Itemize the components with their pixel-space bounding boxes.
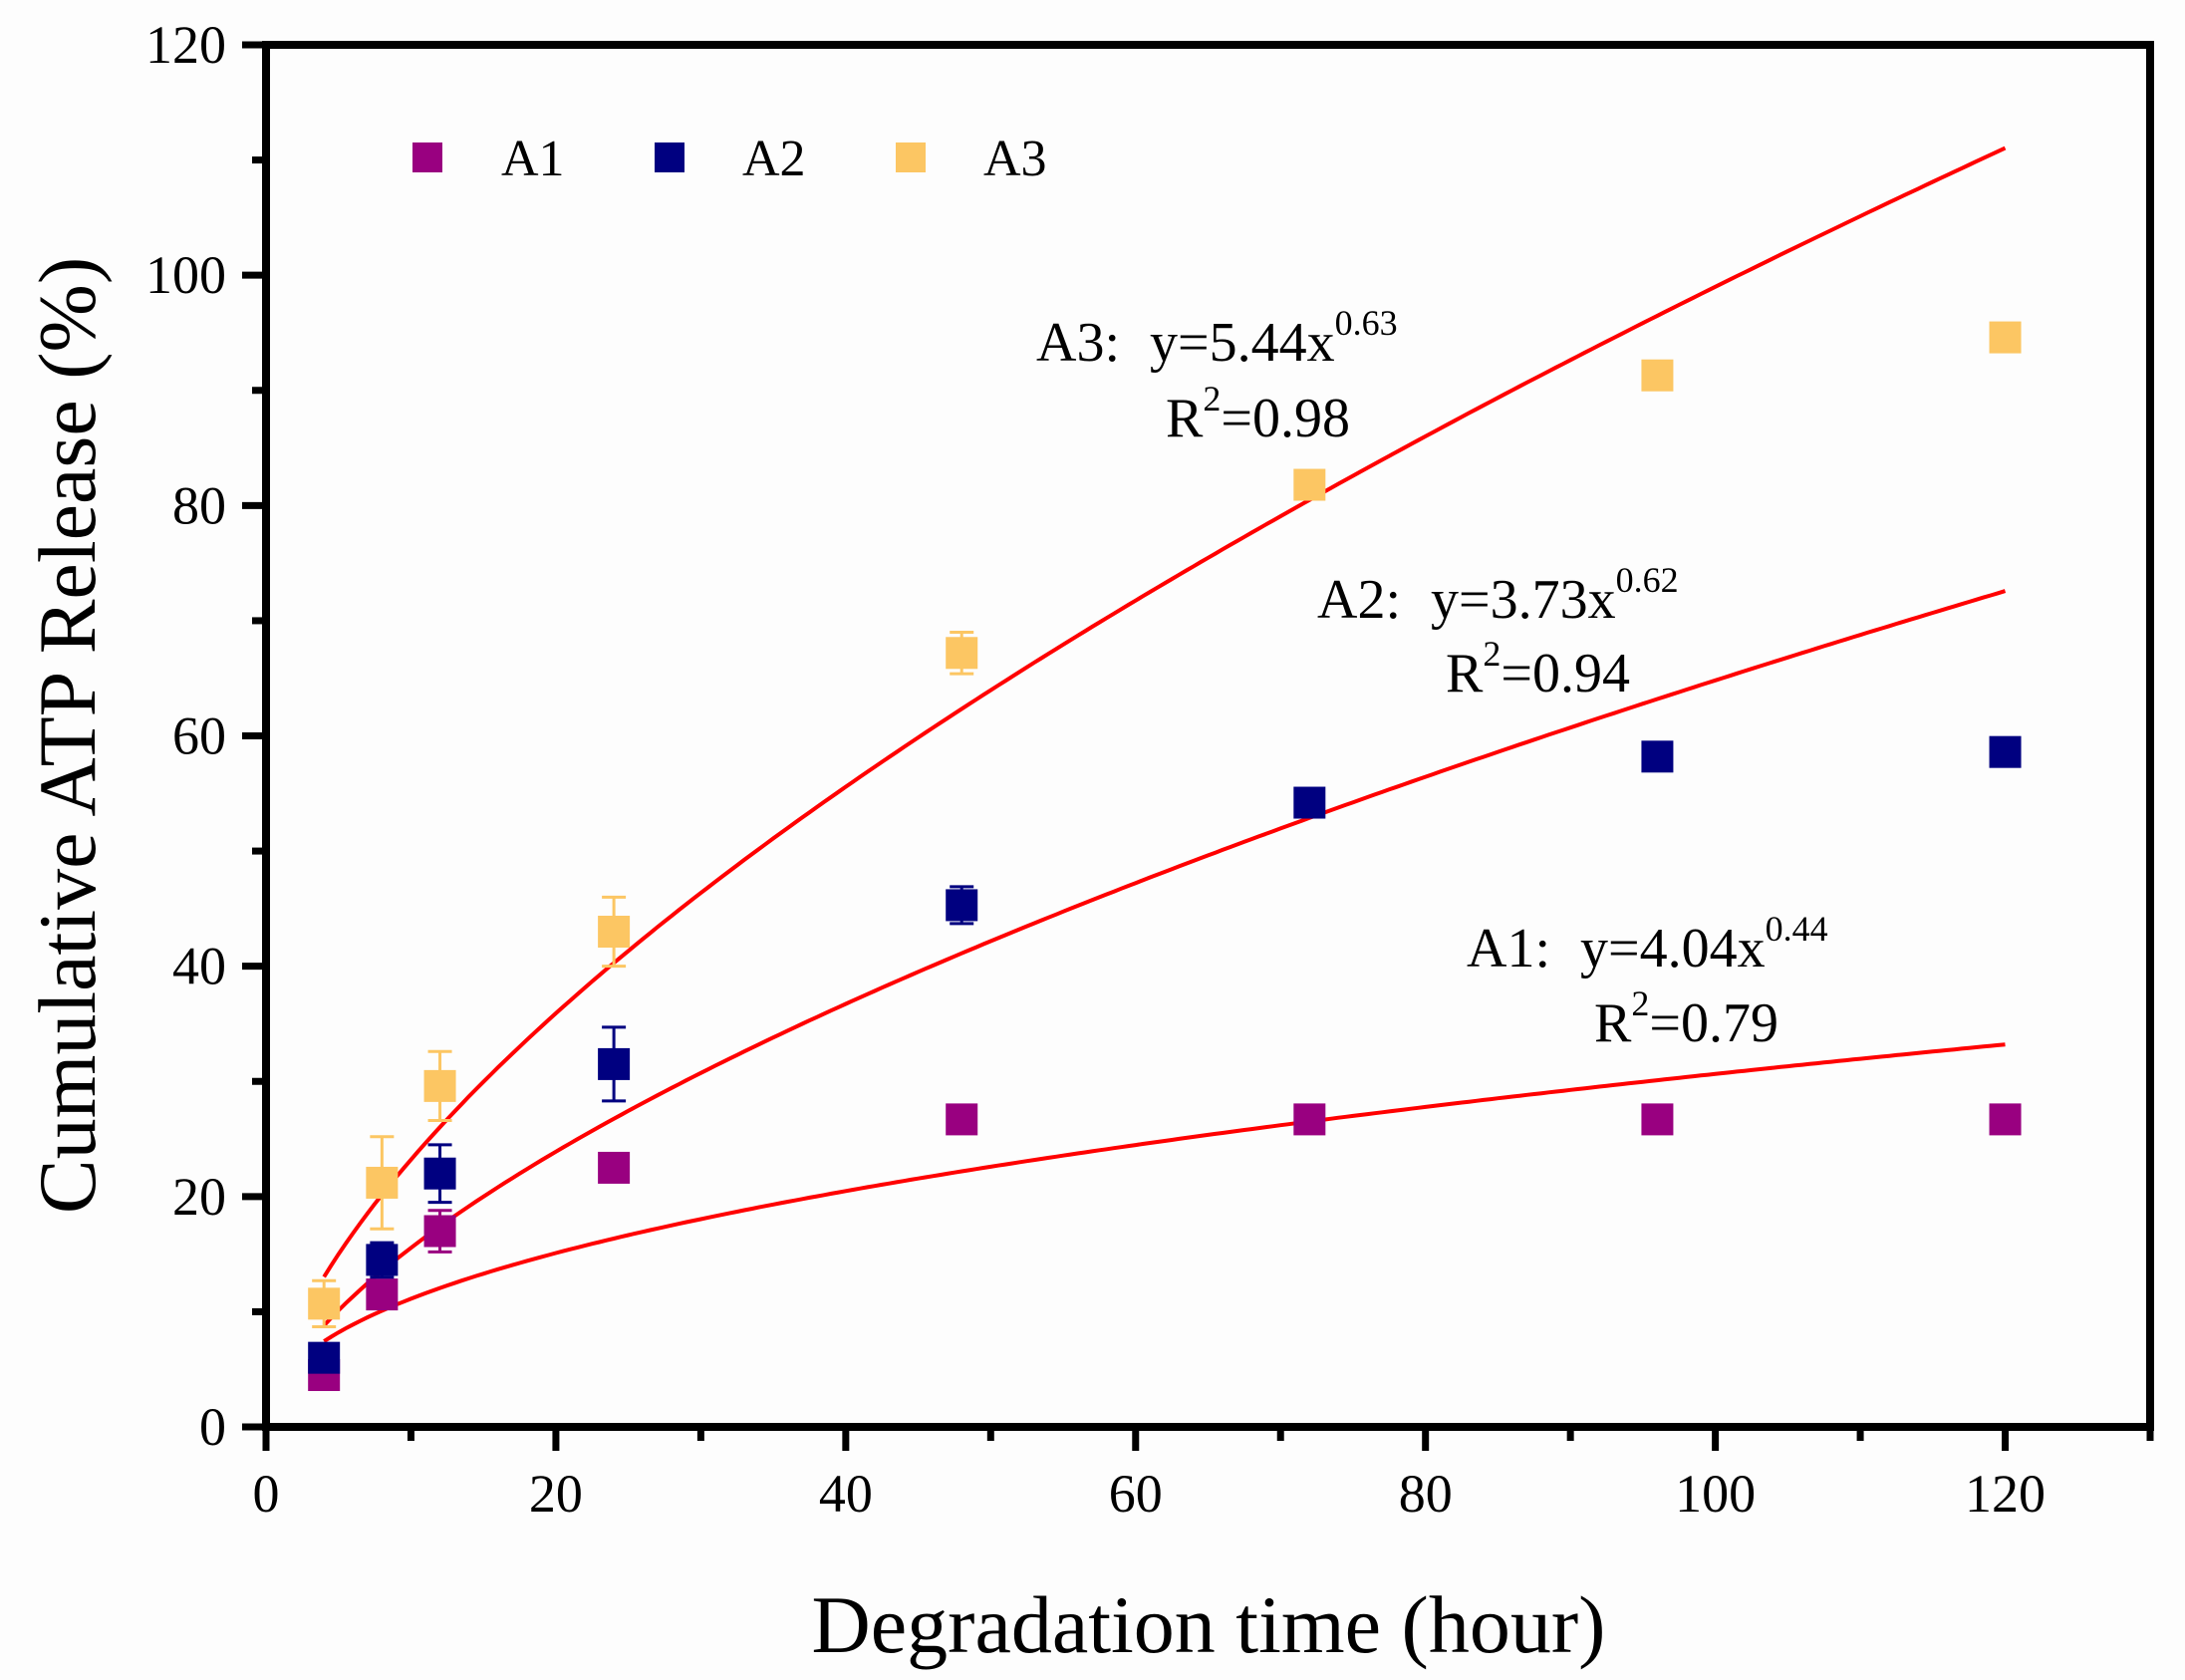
data-point xyxy=(946,637,978,670)
svg-text:R2=0.94: R2=0.94 xyxy=(1446,634,1630,704)
data-point xyxy=(598,1151,631,1184)
data-point xyxy=(598,1047,631,1080)
data-point xyxy=(1989,735,2022,768)
fit-label: A2: xyxy=(1317,569,1401,631)
plot-frame xyxy=(262,41,2154,1431)
svg-text:A1:y=4.04x0.44: A1: y=4.04x0.44 xyxy=(1467,909,1828,980)
y-tick-label: 80 xyxy=(172,475,226,535)
data-points xyxy=(308,321,2022,1391)
fit-exponent: 0.44 xyxy=(1766,909,1828,949)
legend-label-a3: A3 xyxy=(983,131,1047,187)
legend-marker-a1 xyxy=(412,142,442,172)
x-tick-label: 80 xyxy=(1399,1464,1453,1524)
r2-value: =0.94 xyxy=(1501,643,1630,704)
r-sup: 2 xyxy=(1483,634,1501,674)
y-axis-title: Cumulative ATP Release (%) xyxy=(22,257,113,1214)
legend-label-a2: A2 xyxy=(742,131,806,187)
data-point xyxy=(366,1244,399,1276)
data-point xyxy=(308,1341,341,1374)
svg-text:A2:y=3.73x0.62: A2: y=3.73x0.62 xyxy=(1317,560,1679,631)
data-point xyxy=(946,889,978,922)
data-point xyxy=(946,1103,978,1136)
x-tick-label: 0 xyxy=(253,1464,280,1524)
series-a3 xyxy=(308,321,2022,1328)
data-point xyxy=(423,1157,456,1190)
fit-exponent: 0.63 xyxy=(1335,303,1398,343)
data-point xyxy=(366,1166,399,1199)
series-a2 xyxy=(308,735,2022,1374)
r-label: R xyxy=(1166,388,1204,449)
legend-marker-a2 xyxy=(655,142,684,172)
r-label: R xyxy=(1446,643,1484,704)
x-tick-label: 20 xyxy=(529,1464,583,1524)
r-label: R xyxy=(1594,992,1632,1054)
ticks: 0 20 40 60 80 100 120 0 20 40 60 80 100 120 xyxy=(145,15,2154,1524)
x-tick-label: 100 xyxy=(1675,1464,1756,1524)
legend-marker-a3 xyxy=(896,142,926,172)
x-axis-title: Degradation time (hour) xyxy=(812,1579,1606,1670)
data-point xyxy=(1989,321,2022,354)
data-point xyxy=(366,1278,399,1311)
svg-text:R2=0.79: R2=0.79 xyxy=(1594,983,1778,1054)
fit-curve-a3 xyxy=(322,145,2007,1278)
data-point xyxy=(1641,1103,1674,1136)
y-tick-label: 60 xyxy=(172,706,226,766)
data-point xyxy=(1641,359,1674,392)
fit-equation: y=3.73x xyxy=(1431,569,1616,631)
svg-text:R2=0.98: R2=0.98 xyxy=(1166,379,1350,449)
x-tick-label: 120 xyxy=(1965,1464,2046,1524)
fit-curves xyxy=(322,145,2007,1343)
data-point xyxy=(598,915,631,948)
y-tick-label: 20 xyxy=(172,1167,226,1227)
y-tick-label: 100 xyxy=(145,245,226,305)
legend: A1 A2 A3 xyxy=(412,131,1047,187)
fit-label: A1: xyxy=(1467,918,1550,980)
fit-curve-a2 xyxy=(322,589,2007,1327)
legend-label-a1: A1 xyxy=(501,131,565,187)
r-sup: 2 xyxy=(1203,379,1221,419)
y-tick-label: 40 xyxy=(172,937,226,996)
y-tick-label: 0 xyxy=(199,1397,226,1457)
fit-equation: y=4.04x xyxy=(1580,918,1766,980)
fit-exponent: 0.62 xyxy=(1616,560,1679,600)
fit-equation: y=5.44x xyxy=(1150,312,1335,374)
r2-value: =0.98 xyxy=(1221,388,1350,449)
data-point xyxy=(1989,1103,2022,1136)
data-point xyxy=(1293,468,1326,501)
data-point xyxy=(423,1215,456,1248)
r-sup: 2 xyxy=(1631,983,1649,1023)
annotation-a1: A1: y=4.04x0.44 R2=0.79 xyxy=(1467,909,1828,1054)
data-point xyxy=(308,1287,341,1320)
x-tick-label: 60 xyxy=(1109,1464,1163,1524)
fit-label: A3: xyxy=(1036,312,1120,374)
x-tick-label: 40 xyxy=(819,1464,873,1524)
annotation-a2: A2: y=3.73x0.62 R2=0.94 xyxy=(1317,560,1679,704)
data-point xyxy=(1641,740,1674,773)
data-point xyxy=(1293,1103,1326,1136)
y-tick-label: 120 xyxy=(145,15,226,75)
data-point xyxy=(1293,786,1326,819)
annotation-a3: A3: y=5.44x0.63 R2=0.98 xyxy=(1036,303,1398,449)
r2-value: =0.79 xyxy=(1649,992,1778,1054)
data-point xyxy=(423,1069,456,1102)
svg-text:A3:y=5.44x0.63: A3: y=5.44x0.63 xyxy=(1036,303,1398,374)
fit-curve-a1 xyxy=(323,1042,2006,1343)
